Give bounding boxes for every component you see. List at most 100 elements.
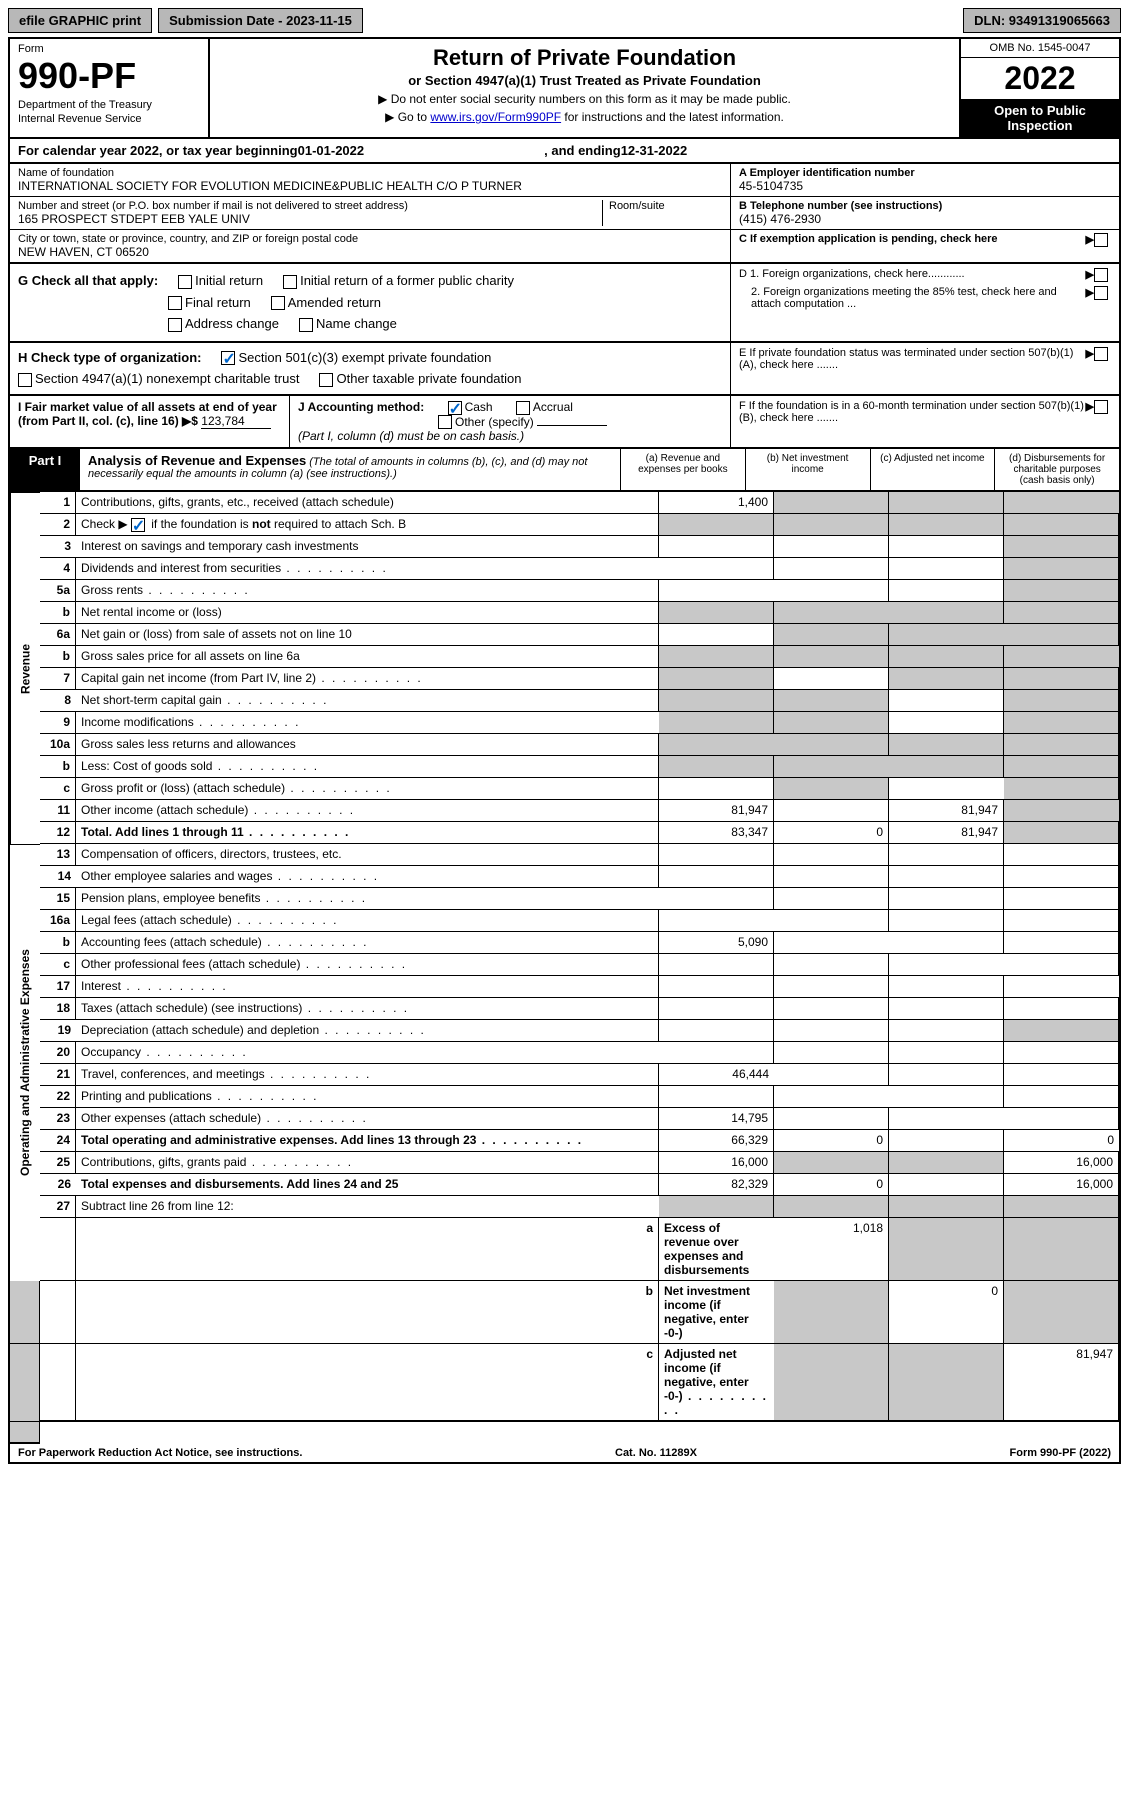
line-no: 14 <box>40 866 76 888</box>
tax-year: 2022 <box>961 58 1119 99</box>
room-label: Room/suite <box>602 200 722 226</box>
f-checkbox[interactable] <box>1094 400 1108 414</box>
cell-a <box>774 1344 889 1422</box>
cell-c <box>889 624 1004 646</box>
line-no: 10a <box>40 734 76 756</box>
cell-a <box>659 712 774 734</box>
g-row: G Check all that apply: Initial return I… <box>18 273 722 289</box>
j-accrual-checkbox[interactable] <box>516 401 530 415</box>
cell-a <box>659 1086 774 1108</box>
g-final-checkbox[interactable] <box>168 296 182 310</box>
cell-b <box>774 910 889 932</box>
cell-d <box>1004 976 1119 998</box>
cell-b <box>774 954 889 976</box>
g-initial-former-checkbox[interactable] <box>283 275 297 289</box>
cal-end: 12-31-2022 <box>621 143 688 158</box>
e-checkbox[interactable] <box>1094 347 1108 361</box>
h-other-label: Other taxable private foundation <box>336 371 521 386</box>
cell-b <box>774 558 889 580</box>
line-desc: Other expenses (attach schedule) <box>76 1108 659 1130</box>
line-no: 19 <box>40 1020 76 1042</box>
line-no: 18 <box>40 998 76 1020</box>
cell-b <box>774 624 889 646</box>
cell-d <box>1004 1020 1119 1042</box>
cell-a: 5,090 <box>659 932 774 954</box>
cell-d <box>1004 558 1119 580</box>
arrow-icon: ▶$ <box>182 414 201 428</box>
cell-c <box>889 1130 1004 1152</box>
g-label: G Check all that apply: <box>18 273 158 288</box>
col-d-header: (d) Disbursements for charitable purpose… <box>994 449 1119 490</box>
cell-b <box>774 1020 889 1042</box>
omb-number: OMB No. 1545-0047 <box>961 39 1119 58</box>
arrow-icon: ▶ <box>1086 268 1094 282</box>
line-no: 6a <box>40 624 76 646</box>
line-desc: Net investment income (if negative, ente… <box>659 1281 774 1344</box>
g-amended-checkbox[interactable] <box>271 296 285 310</box>
cell-a <box>659 910 774 932</box>
cell-b: 0 <box>774 1130 889 1152</box>
line-no: 17 <box>40 976 76 998</box>
phone-value: (415) 476-2930 <box>739 212 1111 226</box>
form-ref: Form 990-PF (2022) <box>1010 1447 1111 1459</box>
cell-d <box>1004 690 1119 712</box>
schb-checkbox[interactable] <box>131 518 145 532</box>
cell-a: 66,329 <box>659 1130 774 1152</box>
cell-a <box>659 844 774 866</box>
arrow-icon: ▶ <box>1086 400 1094 424</box>
j-cash-checkbox[interactable] <box>448 401 462 415</box>
cell-a <box>659 976 774 998</box>
line-desc: Total operating and administrative expen… <box>76 1130 659 1152</box>
foundation-name: INTERNATIONAL SOCIETY FOR EVOLUTION MEDI… <box>18 179 722 193</box>
line-no: 22 <box>40 1086 76 1108</box>
cell-d <box>1004 866 1119 888</box>
cell-d <box>1004 932 1119 954</box>
cell-b <box>774 1196 889 1218</box>
cell-d <box>1004 756 1119 778</box>
ein-label: A Employer identification number <box>739 167 1111 179</box>
c-checkbox[interactable] <box>1094 233 1108 247</box>
cell-b <box>889 1344 1004 1422</box>
line-no: 3 <box>40 536 76 558</box>
line-desc: Compensation of officers, directors, tru… <box>76 844 659 866</box>
cell-a <box>659 954 774 976</box>
cell-d <box>1004 1108 1119 1130</box>
h-501c3-checkbox[interactable] <box>221 351 235 365</box>
g-address-checkbox[interactable] <box>168 318 182 332</box>
line-desc: Excess of revenue over expenses and disb… <box>659 1218 774 1281</box>
line-no: 23 <box>40 1108 76 1130</box>
dept-treasury: Department of the Treasury <box>18 99 200 111</box>
line-no: 26 <box>40 1174 76 1196</box>
h-4947-checkbox[interactable] <box>18 373 32 387</box>
line-desc: Contributions, gifts, grants paid <box>76 1152 659 1174</box>
j-other-label: Other (specify) <box>455 415 534 429</box>
cell-c <box>889 954 1004 976</box>
cal-pre: For calendar year 2022, or tax year begi… <box>18 143 298 158</box>
g-name-checkbox[interactable] <box>299 318 313 332</box>
line-desc: Pension plans, employee benefits <box>76 888 659 910</box>
g-name-label: Name change <box>316 316 397 331</box>
g-initial-checkbox[interactable] <box>178 275 192 289</box>
part1-title: Analysis of Revenue and Expenses <box>88 453 306 468</box>
cell-b <box>774 514 889 536</box>
cell-c <box>889 668 1004 690</box>
revenue-side-label: Revenue <box>10 492 40 844</box>
d2-checkbox[interactable] <box>1094 286 1108 300</box>
line-desc: Dividends and interest from securities <box>76 558 659 580</box>
efile-print-button[interactable]: efile GRAPHIC print <box>8 8 152 33</box>
j-cash-label: Cash <box>465 400 493 414</box>
f-label: F If the foundation is in a 60-month ter… <box>739 400 1086 424</box>
line-desc: Total. Add lines 1 through 11 <box>76 822 659 844</box>
h-other-checkbox[interactable] <box>319 373 333 387</box>
form-number: 990-PF <box>18 55 200 97</box>
cell-b <box>774 1152 889 1174</box>
cell-b: 0 <box>889 1281 1004 1344</box>
cell-c <box>889 910 1004 932</box>
line-desc: Other income (attach schedule) <box>76 800 659 822</box>
footer-row: For Paperwork Reduction Act Notice, see … <box>8 1444 1121 1464</box>
line-no: 27 <box>40 1196 76 1218</box>
cell-c <box>889 932 1004 954</box>
d1-checkbox[interactable] <box>1094 268 1108 282</box>
j-other-checkbox[interactable] <box>438 415 452 429</box>
irs-link[interactable]: www.irs.gov/Form990PF <box>430 110 561 124</box>
